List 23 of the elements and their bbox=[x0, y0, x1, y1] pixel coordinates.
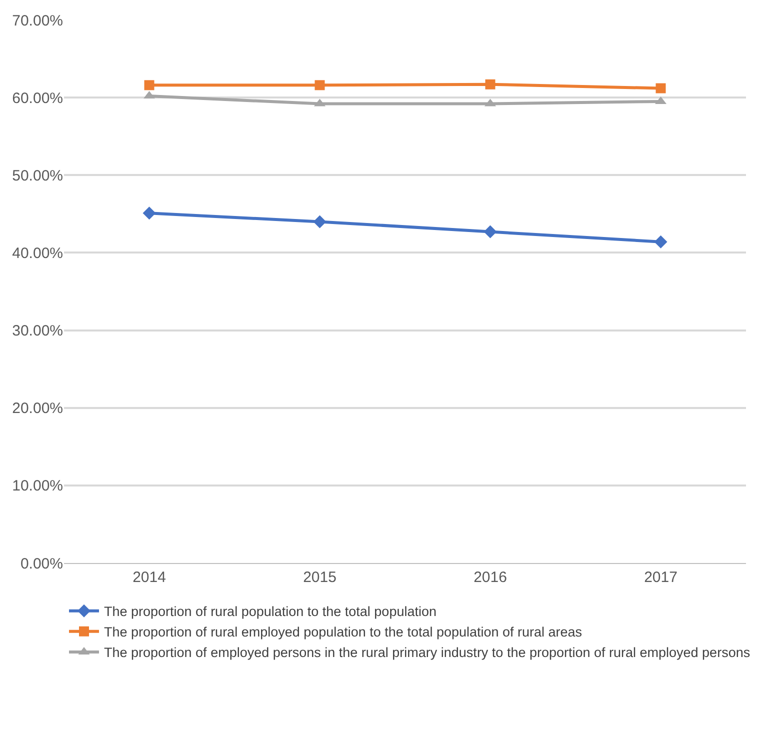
x-tick-label: 2016 bbox=[474, 569, 507, 586]
point bbox=[313, 215, 326, 228]
legend-label: The proportion of rural population to the total population bbox=[104, 604, 436, 620]
y-tick-label: 10.00% bbox=[12, 478, 63, 495]
y-tick-label: 50.00% bbox=[12, 167, 63, 184]
y-tick-label: 20.00% bbox=[12, 400, 63, 418]
point bbox=[484, 225, 497, 238]
y-tick-label: 30.00% bbox=[12, 322, 63, 340]
point bbox=[485, 79, 496, 90]
y-tick-label: 40.00% bbox=[12, 244, 63, 262]
point bbox=[144, 80, 154, 90]
point bbox=[142, 206, 156, 220]
legend-label: The proportion of rural employed population to the total population of rural areas bbox=[104, 624, 582, 640]
y-tick-label: 60.00% bbox=[12, 90, 63, 107]
x-tick-label: 2017 bbox=[644, 569, 678, 586]
point bbox=[656, 83, 666, 94]
x-tick-label: 2014 bbox=[132, 569, 166, 586]
y-tick-label: 0.00% bbox=[20, 555, 63, 572]
legend-label: The proportion of employed persons in the rural primary industry to the proportion of rural employed persons bbox=[104, 645, 750, 660]
point bbox=[314, 80, 325, 90]
point bbox=[654, 235, 668, 248]
y-tick-label: 70.00% bbox=[12, 12, 63, 30]
x-tick-label: 2015 bbox=[303, 569, 336, 586]
